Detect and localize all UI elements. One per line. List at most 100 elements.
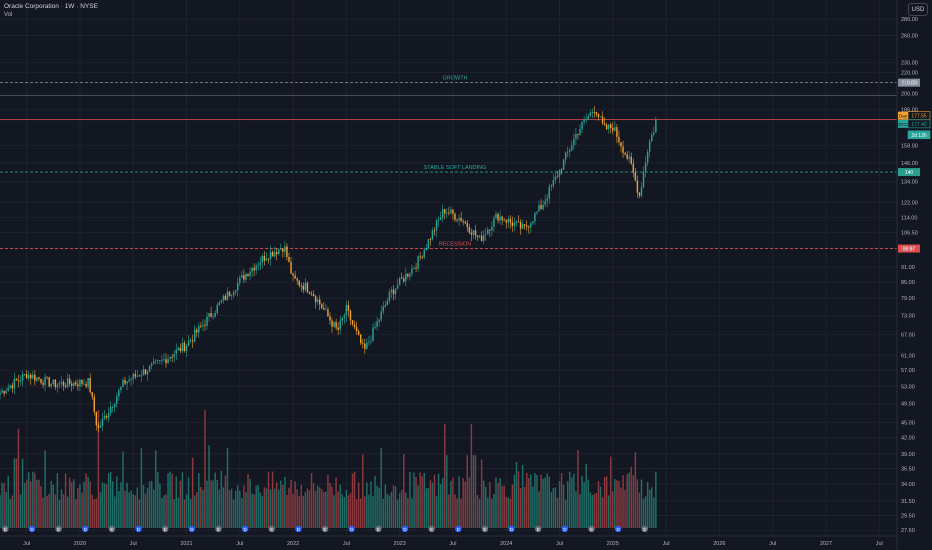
volume-bar [396, 499, 399, 528]
dividend-marker[interactable] [561, 525, 569, 533]
volume-bar [155, 450, 157, 528]
volume-bar [562, 484, 565, 528]
volume-bar [616, 480, 618, 528]
volume-bar [571, 477, 573, 528]
earnings-marker[interactable] [108, 525, 116, 533]
candle-body [237, 282, 239, 291]
earnings-marker[interactable] [375, 525, 382, 533]
volume-bar [312, 482, 315, 528]
earnings-marker[interactable] [215, 525, 222, 533]
dividend-marker[interactable] [614, 525, 622, 533]
earnings-marker[interactable] [535, 525, 542, 533]
earnings-marker[interactable] [2, 525, 9, 533]
time-axis[interactable]: Jul 2020 Jul 2021 Jul 2022 Jul 2023 Jul 2024 Jul 20… [23, 541, 883, 547]
dividend-marker[interactable] [401, 525, 409, 533]
event-marker-letter: E [643, 527, 646, 532]
dividend-marker[interactable] [188, 525, 196, 533]
candle-body [175, 349, 177, 355]
candle-body [612, 127, 614, 131]
candle-body [183, 342, 186, 352]
x-tick-label: 2026 [713, 541, 725, 547]
volume-bar [259, 492, 262, 528]
candle-body [640, 187, 643, 196]
candle-body [263, 255, 266, 261]
volume-bar [327, 474, 329, 528]
volume-bar [304, 492, 307, 528]
earnings-marker[interactable] [268, 525, 275, 533]
event-marker-letter: D [190, 527, 194, 532]
candle-body [497, 213, 499, 221]
volume-bar [345, 489, 348, 528]
earnings-marker[interactable] [55, 525, 62, 533]
earnings-marker[interactable] [641, 525, 648, 533]
candle-body [161, 359, 163, 361]
volume-bar [165, 494, 167, 528]
volume-label[interactable]: Vol [4, 12, 13, 18]
candle-body [517, 221, 520, 223]
volume-bar [368, 494, 370, 528]
volume-bar [42, 497, 44, 528]
candle-body [585, 119, 587, 120]
dividend-marker[interactable] [135, 525, 142, 533]
volume-bar [234, 490, 237, 528]
volume-bar [655, 471, 657, 528]
volume-bar [640, 479, 643, 528]
candle-body [593, 112, 596, 113]
candle-body [150, 363, 153, 366]
earnings-marker[interactable] [161, 525, 169, 533]
volume-bar [425, 488, 428, 528]
candle-body [653, 132, 655, 135]
earnings-marker[interactable] [481, 525, 489, 533]
volume-bar [370, 481, 372, 528]
earnings-marker[interactable] [321, 525, 329, 533]
dividend-marker[interactable] [28, 525, 36, 533]
dividend-marker[interactable] [295, 525, 302, 533]
candle-body [46, 376, 48, 378]
volume-bar [36, 479, 38, 528]
volume-pane [0, 409, 657, 528]
candle-body [17, 380, 20, 382]
candle-body [444, 209, 446, 214]
candle-body [261, 255, 264, 263]
candle-body [181, 342, 184, 352]
level-price-tag [898, 244, 920, 253]
candle-body [212, 316, 214, 318]
volume-bar [607, 495, 610, 528]
earnings-marker[interactable] [428, 525, 435, 533]
x-tick-label: Jul [449, 541, 456, 547]
candle-body [407, 273, 409, 277]
earnings-marker[interactable] [588, 525, 595, 533]
candle-body [550, 185, 553, 187]
y-tick-label: 85.00 [901, 280, 915, 286]
x-tick-label: Jul [23, 541, 30, 547]
currency-button[interactable]: USD [908, 3, 928, 16]
candle-body [452, 209, 454, 214]
volume-bar [405, 492, 407, 528]
volume-bar [71, 482, 73, 528]
dividend-marker[interactable] [348, 525, 355, 533]
candle-body [239, 277, 241, 283]
volume-bar [349, 493, 352, 528]
dividend-marker[interactable] [82, 525, 89, 533]
volume-bar [550, 492, 553, 528]
dividend-marker[interactable] [508, 525, 515, 533]
volume-bar [646, 482, 649, 528]
volume-bar [150, 480, 153, 528]
candle-body [77, 384, 79, 387]
volume-bar [7, 475, 9, 528]
dividend-marker[interactable] [241, 525, 249, 533]
candle-body [384, 304, 387, 307]
candle-body [548, 186, 550, 199]
volume-bar [17, 428, 20, 528]
x-tick-label: 2024 [500, 541, 512, 547]
volume-bar [429, 479, 432, 528]
candle-body [337, 327, 339, 330]
y-tick-label: 280.00 [901, 17, 918, 23]
candle-body [359, 334, 362, 344]
volume-bar [275, 482, 278, 528]
dividend-marker[interactable] [455, 525, 462, 533]
y-tick-label: 57.00 [901, 368, 915, 374]
chart-title[interactable]: Oracle Corporation · 1W · NYSE [4, 3, 98, 10]
